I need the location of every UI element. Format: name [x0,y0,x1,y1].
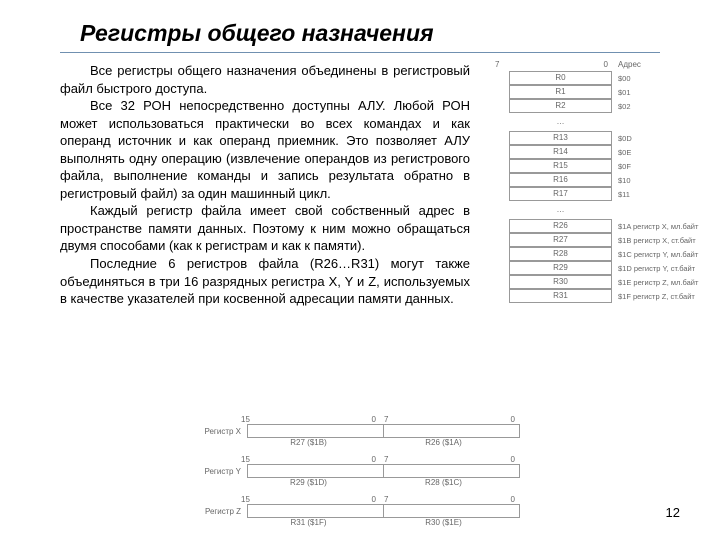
para-4: Последние 6 регистров файла (R26…R31) мо… [60,255,470,308]
reg-addr: $1C регистр Y, мл.байт [612,250,690,259]
xyz-sub-label: R26 ($1A) [376,438,511,447]
reg-addr: $1E регистр Z, мл.байт [612,278,690,287]
reg-addr: $1F регистр Z, ст.байт [612,292,690,301]
table-row: R30$1E регистр Z, мл.байт [495,275,690,289]
table-row: R26$1A регистр X, мл.байт [495,219,690,233]
reg-addr: $0E [612,148,690,157]
table-row: R0$00 [495,71,690,85]
title-underline [60,52,660,53]
reg-name: R30 [509,275,612,289]
reg-addr: $1A регистр X, мл.байт [612,222,690,231]
rt-h-7: 7 [495,60,509,69]
reg-addr: $01 [612,88,690,97]
reg-name: R28 [509,247,612,261]
reg-addr: $02 [612,102,690,111]
para-2: Все 32 РОН непосредственно доступны АЛУ.… [60,97,470,202]
table-row: … [495,201,690,219]
reg-name: R16 [509,173,612,187]
slide-title: Регистры общего назначения [80,20,434,47]
xyz-label: Регистр Z [185,507,247,516]
reg-name: … [509,113,612,131]
para-1: Все регистры общего назначения объединен… [60,62,470,97]
reg-addr: $10 [612,176,690,185]
reg-name: R26 [509,219,612,233]
reg-addr: $1D регистр Y, ст.байт [612,264,690,273]
reg-addr: $1B регистр X, ст.байт [612,236,690,245]
xyz-high-byte [247,464,384,478]
xyz-label: Регистр Y [185,467,247,476]
table-row: R17$11 [495,187,690,201]
table-row: R28$1C регистр Y, мл.байт [495,247,690,261]
rt-h-addr: Адрес [612,60,690,69]
rt-h-0: 0 [509,60,612,69]
xyz-sub-label: R29 ($1D) [241,478,376,487]
xyz-block: 15070Регистр ZR31 ($1F)R30 ($1E) [185,495,525,527]
xyz-high-byte [247,424,384,438]
table-row: R29$1D регистр Y, ст.байт [495,261,690,275]
reg-name: R17 [509,187,612,201]
table-row: … [495,113,690,131]
xyz-low-byte [383,464,520,478]
table-row: R15$0F [495,159,690,173]
xyz-block: 15070Регистр YR29 ($1D)R28 ($1C) [185,455,525,487]
xyz-low-byte [383,504,520,518]
table-row: R13$0D [495,131,690,145]
reg-name: R14 [509,145,612,159]
xyz-high-byte [247,504,384,518]
reg-name: R31 [509,289,612,303]
reg-name: R1 [509,85,612,99]
reg-addr: $00 [612,74,690,83]
table-row: R14$0E [495,145,690,159]
xyz-label: Регистр X [185,427,247,436]
xyz-sub-label: R28 ($1C) [376,478,511,487]
reg-name: R27 [509,233,612,247]
reg-addr: $0D [612,134,690,143]
table-row: R31$1F регистр Z, ст.байт [495,289,690,303]
reg-name: R13 [509,131,612,145]
table-row: R27$1B регистр X, ст.байт [495,233,690,247]
reg-name: … [509,201,612,219]
reg-name: R2 [509,99,612,113]
table-row: R2$02 [495,99,690,113]
xyz-block: 15070Регистр XR27 ($1B)R26 ($1A) [185,415,525,447]
register-table-header: 7 0 Адрес [495,60,690,69]
register-table: 7 0 Адрес R0$00R1$01R2$02…R13$0DR14$0ER1… [495,60,690,303]
xyz-sub-label: R31 ($1F) [241,518,376,527]
para-3: Каждый регистр файла имеет свой собствен… [60,202,470,255]
body-text: Все регистры общего назначения объединен… [60,62,470,308]
table-row: R16$10 [495,173,690,187]
xyz-sub-label: R30 ($1E) [376,518,511,527]
reg-addr: $11 [612,190,690,199]
reg-addr: $0F [612,162,690,171]
reg-name: R15 [509,159,612,173]
page-number: 12 [666,505,680,520]
xyz-sub-label: R27 ($1B) [241,438,376,447]
xyz-low-byte [383,424,520,438]
table-row: R1$01 [495,85,690,99]
reg-name: R0 [509,71,612,85]
reg-name: R29 [509,261,612,275]
